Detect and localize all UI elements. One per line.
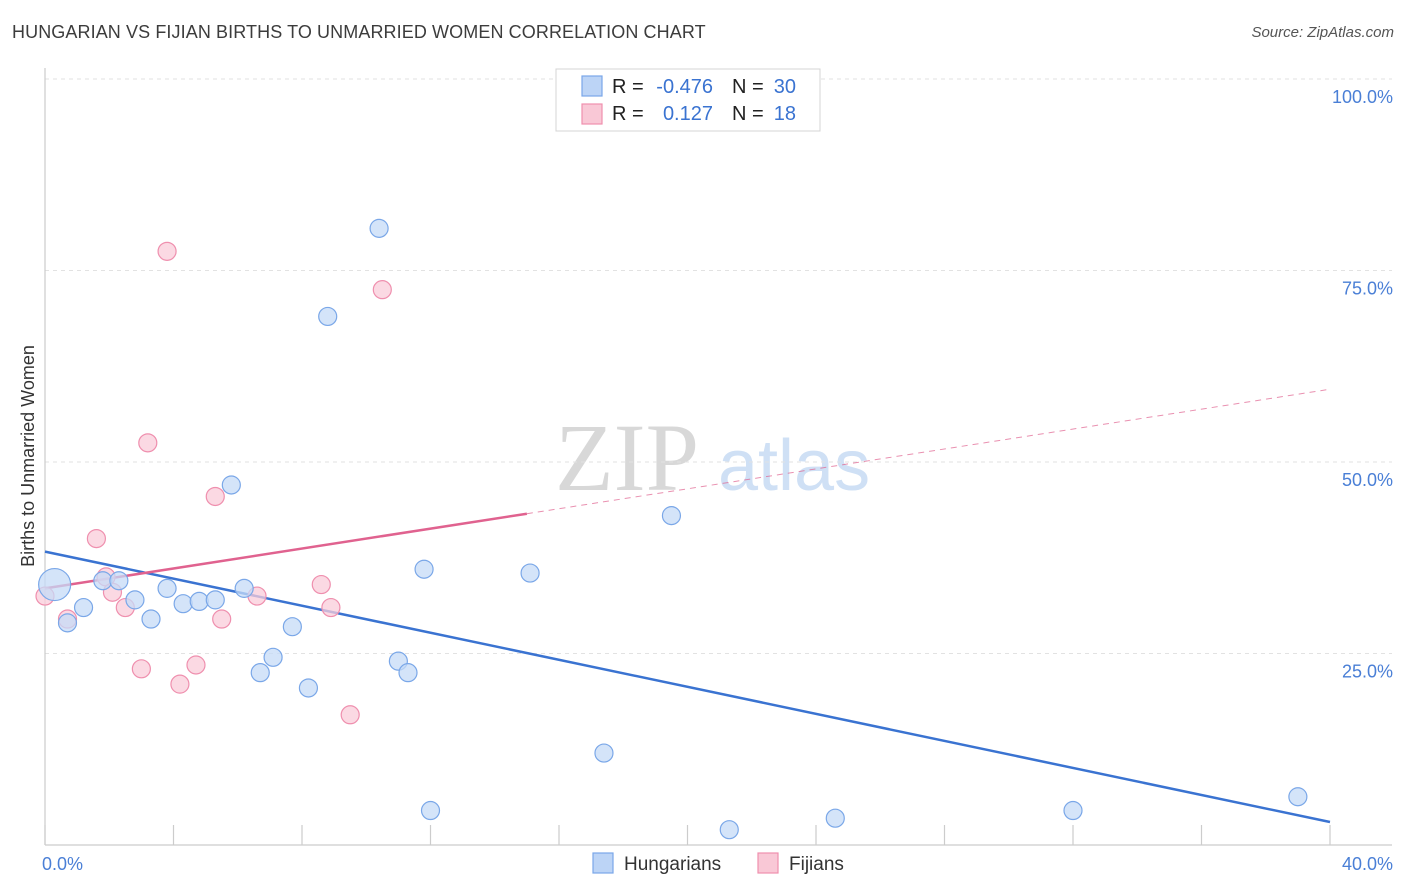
y-tick-label-2: 50.0%: [1342, 470, 1393, 490]
point-hungarians-22: [420, 800, 441, 821]
series-legend-swatch-fijians: [757, 852, 779, 874]
trend-line-fijians-extension: [526, 388, 1331, 515]
legend-n-value-hungarians: 30: [774, 76, 796, 98]
point-hungarians-1: [57, 613, 78, 633]
legend-n-label-1: N =: [732, 76, 764, 98]
point-hungarians-0: [38, 567, 72, 602]
series-legend-hungarians: Hungarians: [624, 854, 721, 875]
point-hungarians-9: [189, 591, 209, 612]
point-fijians-12: [212, 609, 232, 629]
y-tick-label-1: 75.0%: [1342, 279, 1393, 299]
watermark-atlas: atlas: [718, 426, 870, 506]
point-hungarians-20: [398, 663, 418, 683]
legend-r-label-2: R =: [612, 103, 644, 125]
point-hungarians-3: [93, 571, 113, 591]
point-hungarians-16: [298, 678, 319, 698]
point-hungarians-24: [594, 743, 614, 763]
point-hungarians-4: [109, 571, 129, 591]
point-hungarians-8: [173, 594, 193, 614]
series-legend: Hungarians Fijians: [592, 852, 844, 875]
point-hungarians-6: [141, 609, 161, 629]
point-fijians-16: [340, 705, 360, 725]
point-hungarians-27: [825, 808, 845, 828]
point-hungarians-5: [125, 590, 145, 610]
legend-r-value-hungarians: -0.476: [656, 76, 713, 98]
y-axis-label: Births to Unmarried Women: [18, 345, 38, 567]
point-fijians-14: [311, 574, 331, 595]
legend-n-label-2: N =: [732, 103, 764, 125]
point-hungarians-26: [719, 820, 739, 840]
point-hungarians-13: [250, 663, 270, 683]
point-hungarians-2: [73, 597, 94, 618]
x-tick-label-1: 40.0%: [1342, 854, 1393, 874]
point-fijians-10: [186, 655, 206, 675]
series-legend-fijians: Fijians: [789, 854, 844, 875]
point-fijians-9: [170, 674, 190, 694]
x-tick-label-0: 0.0%: [42, 854, 83, 874]
point-hungarians-17: [318, 306, 338, 327]
point-fijians-17: [372, 280, 392, 300]
point-fijians-6: [131, 659, 151, 679]
point-hungarians-23: [520, 563, 540, 583]
point-hungarians-15: [282, 617, 302, 637]
source-label: Source: ZipAtlas.com: [1251, 24, 1394, 41]
point-fijians-7: [138, 433, 158, 453]
legend-n-value-fijians: 18: [774, 103, 796, 125]
chart-title: HUNGARIAN VS FIJIAN BIRTHS TO UNMARRIED …: [12, 22, 706, 42]
series-legend-swatch-hungarians: [592, 852, 614, 874]
point-hungarians-10: [205, 590, 225, 610]
point-hungarians-28: [1063, 800, 1083, 821]
gridlines: [45, 78, 1392, 654]
stats-legend: R = -0.476 N = 30 R = 0.127 N = 18: [555, 68, 821, 132]
data-points: [35, 218, 1308, 840]
legend-r-value-fijians: 0.127: [663, 103, 713, 125]
point-hungarians-12: [234, 578, 254, 598]
point-hungarians-11: [221, 475, 241, 495]
tick-labels: 100.0% 75.0% 50.0% 25.0% 0.0% 40.0%: [42, 87, 1393, 874]
point-fijians-2: [86, 528, 107, 549]
point-fijians-11: [205, 486, 225, 507]
point-hungarians-29: [1288, 787, 1308, 807]
y-tick-label-3: 25.0%: [1342, 662, 1393, 682]
legend-swatch-fijians: [581, 103, 603, 125]
point-hungarians-14: [263, 647, 283, 667]
point-hungarians-7: [157, 578, 177, 598]
point-hungarians-18: [369, 218, 389, 238]
legend-swatch-hungarians: [581, 75, 603, 97]
axes: [44, 68, 1392, 846]
y-tick-label-0: 100.0%: [1332, 87, 1393, 107]
point-hungarians-21: [414, 559, 434, 579]
point-fijians-15: [321, 597, 341, 618]
watermark-zip: ZIP: [555, 404, 699, 511]
point-hungarians-25: [661, 506, 682, 526]
legend-r-label-1: R =: [612, 76, 644, 98]
point-fijians-8: [157, 241, 177, 261]
